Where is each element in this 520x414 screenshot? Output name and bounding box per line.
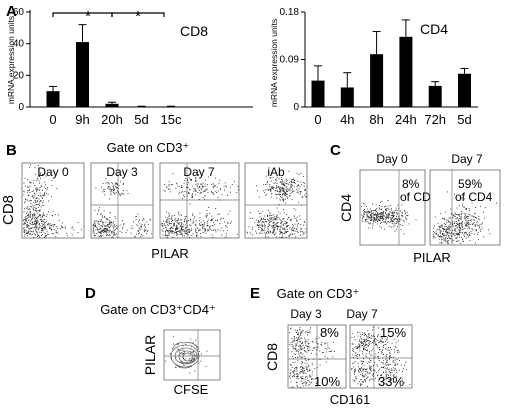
- chart-cd8: 0 20 40 60 0 9h 20h 5d 15c CD8 mRNA expression …: [6, 7, 253, 127]
- y-tick-label: 0: [18, 102, 24, 113]
- y-tick-label: 0.18: [280, 7, 300, 18]
- x-tick-label: 8h: [369, 112, 383, 127]
- plot-title: Day 0: [376, 152, 408, 166]
- bar: [76, 42, 89, 108]
- panel-b-gate-label: Gate on CD3⁺: [107, 140, 190, 155]
- panel-label-c: C: [330, 142, 341, 159]
- cd8-bars: [46, 24, 178, 108]
- panel-b-y-label: CD8: [0, 195, 17, 225]
- plot-frame: [359, 169, 426, 246]
- flow-plot-day7: Day 7: [159, 162, 240, 239]
- plot-title: iAb: [267, 165, 285, 179]
- event-dots: [361, 200, 417, 235]
- upper-right-percent: 8%: [320, 325, 339, 340]
- significance-brackets: * *: [52, 8, 165, 25]
- panel-d-y-label: PILAR: [142, 335, 158, 375]
- bar: [370, 54, 384, 107]
- bar: [46, 91, 60, 107]
- x-tick-label: 5d: [457, 112, 471, 127]
- upper-right-percent: 15%: [380, 325, 406, 340]
- cd4-bars: [311, 19, 471, 107]
- event-dots: [165, 336, 208, 374]
- cd4-chart-title: CD4: [420, 21, 448, 37]
- panel-d-gate-label: Gate on CD3⁺CD4⁺: [100, 302, 216, 317]
- flow-plot-e-day3: Day 3 8% 10%: [287, 307, 347, 389]
- panel-e-y-label: CD8: [264, 343, 280, 371]
- cd8-y-axis-label: mRNA expression units: [6, 16, 16, 104]
- panel-d-x-label: CFSE: [174, 382, 209, 397]
- plot-title: Day 3: [106, 165, 138, 179]
- flow-plot-c-day7: Day 7 59% of CD4: [429, 152, 501, 246]
- cd4-y-ticks: 0 0.09 0.18: [280, 7, 305, 113]
- event-dots: [289, 327, 335, 388]
- bar: [135, 106, 148, 108]
- bar: [458, 73, 471, 107]
- percent-sublabel: of CD4: [400, 190, 438, 204]
- percent-label: 8%: [402, 177, 420, 191]
- flow-plot-iab: iAb: [244, 162, 308, 239]
- flow-plot-e-day7: Day 7 15% 33%: [346, 307, 413, 389]
- panel-c-y-label: CD4: [338, 194, 354, 222]
- y-tick-label: 0: [293, 102, 299, 113]
- event-dots: [246, 170, 307, 238]
- y-tick-label: 0.09: [280, 55, 300, 66]
- panel-label-a: A: [6, 3, 17, 20]
- flow-plot-day0: Day 0: [21, 162, 85, 239]
- x-tick-label: 20h: [101, 112, 123, 127]
- contour-plot-d: [163, 329, 221, 381]
- y-tick-label: 60: [13, 7, 25, 18]
- x-tick-label: 0: [49, 112, 56, 127]
- plot-title: Day 7: [183, 165, 215, 179]
- x-tick-label: 5d: [134, 112, 148, 127]
- plot-title: Day 3: [290, 307, 322, 321]
- event-dots: [161, 173, 239, 238]
- cd4-y-axis-label: mRNA expression units: [269, 19, 279, 107]
- bracket-0-9h: [52, 12, 113, 17]
- lower-right-percent: 10%: [314, 374, 340, 389]
- y-tick-label: 20: [13, 70, 25, 81]
- x-tick-label: 15c: [161, 112, 182, 127]
- cd8-y-ticks: 0 20 40 60: [13, 7, 30, 113]
- panel-label-e: E: [250, 285, 260, 302]
- bar: [340, 87, 354, 107]
- plot-title: Day 0: [37, 165, 69, 179]
- panel-e-x-label: CD161: [330, 392, 370, 407]
- bracket-9h-20h: [111, 12, 165, 17]
- event-dots: [92, 174, 152, 238]
- flow-plot-c-day0: Day 0 8% of CD4: [359, 152, 438, 246]
- x-tick-label: 9h: [75, 112, 89, 127]
- significance-star-2: *: [135, 8, 141, 25]
- event-dots: [432, 191, 497, 244]
- x-tick-label: 4h: [340, 112, 354, 127]
- chart-cd4: 0 0.09 0.18 0 4h 8h 24h 72h 5d CD4 mRNA express…: [269, 7, 478, 127]
- percent-label: 59%: [458, 177, 482, 191]
- percent-sublabel: of CD4: [455, 190, 493, 204]
- plot-title: Day 7: [451, 152, 483, 166]
- panel-label-b: B: [6, 142, 17, 159]
- panel-c-x-label: PILAR: [413, 250, 451, 265]
- panel-b-x-label: PILAR: [151, 246, 189, 261]
- event-dots: [23, 164, 82, 238]
- plot-frame: [349, 324, 413, 389]
- y-tick-label: 40: [13, 39, 25, 50]
- plot-frame: [21, 162, 85, 239]
- x-tick-label: 0: [314, 112, 321, 127]
- x-tick-label: 72h: [424, 112, 446, 127]
- cd8-chart-title: CD8: [180, 23, 208, 39]
- cd4-x-ticks: 0 4h 8h 24h 72h 5d: [314, 112, 471, 127]
- significance-star-1: *: [85, 8, 91, 25]
- bar: [428, 85, 442, 107]
- bar: [164, 106, 178, 108]
- panel-e-gate-label: Gate on CD3⁺: [277, 286, 360, 301]
- x-tick-label: 24h: [395, 112, 417, 127]
- cd8-x-ticks: 0 9h 20h 5d 15c: [49, 112, 182, 127]
- bar: [311, 80, 325, 107]
- bar: [105, 103, 119, 107]
- flow-plot-day3: Day 3: [90, 162, 154, 239]
- bar: [399, 36, 413, 107]
- event-dots: [351, 326, 411, 388]
- panel-label-d: D: [85, 285, 96, 302]
- plot-title: Day 7: [346, 307, 378, 321]
